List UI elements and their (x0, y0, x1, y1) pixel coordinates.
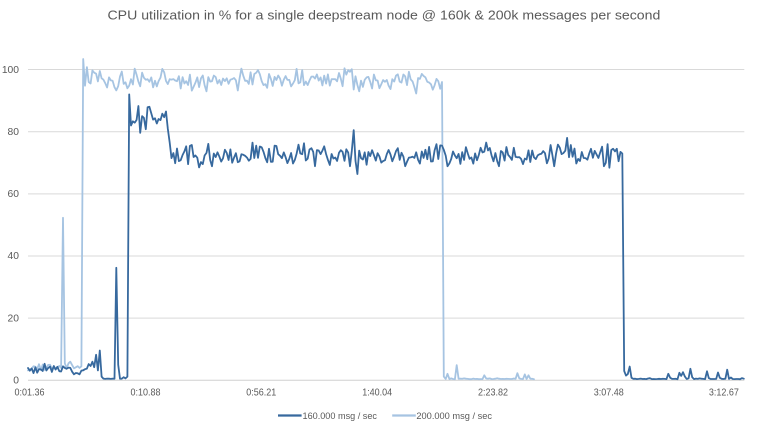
svg-text:0: 0 (13, 376, 19, 387)
svg-text:1:40.04: 1:40.04 (362, 388, 392, 399)
svg-text:20: 20 (8, 313, 20, 324)
svg-text:40: 40 (8, 251, 20, 262)
svg-text:200.000 msg / sec: 200.000 msg / sec (416, 411, 492, 422)
svg-text:2:23.82: 2:23.82 (478, 388, 508, 399)
svg-text:3:12.67: 3:12.67 (709, 388, 739, 399)
svg-text:0:56.21: 0:56.21 (246, 388, 276, 399)
svg-text:3:07.48: 3:07.48 (594, 388, 624, 399)
svg-text:60: 60 (8, 189, 20, 200)
svg-text:80: 80 (8, 127, 20, 138)
svg-text:CPU utilization in % for a sin: CPU utilization in % for a single deepst… (108, 8, 661, 23)
svg-text:0:01.36: 0:01.36 (15, 388, 45, 399)
svg-text:100: 100 (2, 65, 19, 76)
svg-text:160.000 msg / sec: 160.000 msg / sec (303, 411, 378, 422)
svg-text:0:10.88: 0:10.88 (131, 388, 161, 399)
